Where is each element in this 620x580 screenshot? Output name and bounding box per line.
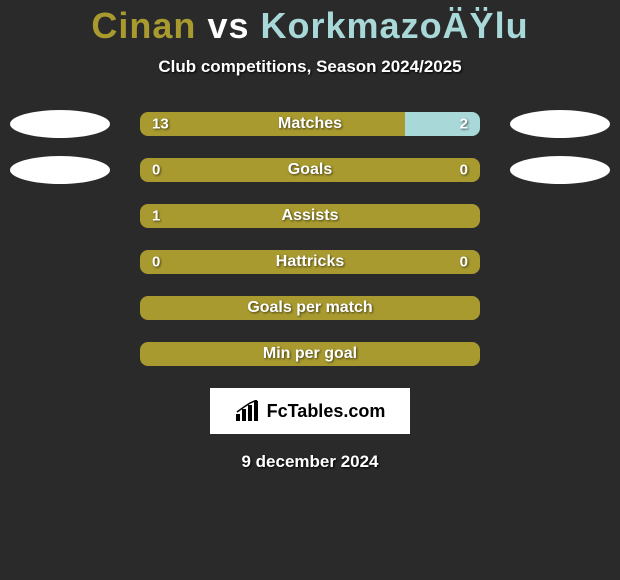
- stat-label: Goals: [288, 161, 332, 179]
- stat-value-left: 0: [152, 162, 160, 179]
- bar-left-fill: [140, 112, 405, 136]
- player-right-name: KorkmazoÄŸlu: [261, 5, 529, 46]
- stat-bar: Goals 0 0: [140, 158, 480, 182]
- player-left-name: Cinan: [91, 5, 196, 46]
- right-ellipse: [510, 156, 610, 184]
- stat-bar: Goals per match: [140, 296, 480, 320]
- bar-right-fill: [405, 112, 480, 136]
- stat-bar: Hattricks 0 0: [140, 250, 480, 274]
- logo-text: FcTables.com: [267, 401, 386, 422]
- page-title: Cinan vs KorkmazoÄŸlu: [0, 5, 620, 47]
- logo-box: FcTables.com: [210, 388, 410, 434]
- stat-row: Hattricks 0 0: [10, 250, 610, 274]
- left-ellipse: [10, 156, 110, 184]
- stat-value-left: 13: [152, 116, 169, 133]
- stat-value-left: 1: [152, 208, 160, 225]
- stat-value-right: 0: [460, 254, 468, 271]
- subtitle: Club competitions, Season 2024/2025: [0, 57, 620, 77]
- stat-row: Matches 13 2: [10, 112, 610, 136]
- right-ellipse: [510, 110, 610, 138]
- stat-row: Assists 1: [10, 204, 610, 228]
- stat-row: Min per goal: [10, 342, 610, 366]
- stat-value-left: 0: [152, 254, 160, 271]
- stat-label: Min per goal: [263, 345, 357, 363]
- stat-bar: Matches 13 2: [140, 112, 480, 136]
- stats-area: Matches132Goals00Assists1Hattricks00Goal…: [0, 112, 620, 366]
- comparison-infographic: Cinan vs KorkmazoÄŸlu Club competitions,…: [0, 0, 620, 472]
- stat-value-right: 0: [460, 162, 468, 179]
- stat-bar: Min per goal: [140, 342, 480, 366]
- stat-label: Matches: [278, 115, 342, 133]
- stat-value-right: 2: [460, 116, 468, 133]
- chart-icon: [235, 400, 261, 422]
- left-ellipse: [10, 110, 110, 138]
- stat-row: Goals 0 0: [10, 158, 610, 182]
- stat-row: Goals per match: [10, 296, 610, 320]
- stat-label: Goals per match: [247, 299, 372, 317]
- date-text: 9 december 2024: [0, 452, 620, 472]
- stat-label: Assists: [282, 207, 339, 225]
- vs-text: vs: [207, 5, 249, 46]
- stat-bar: Assists 1: [140, 204, 480, 228]
- stat-label: Hattricks: [276, 253, 344, 271]
